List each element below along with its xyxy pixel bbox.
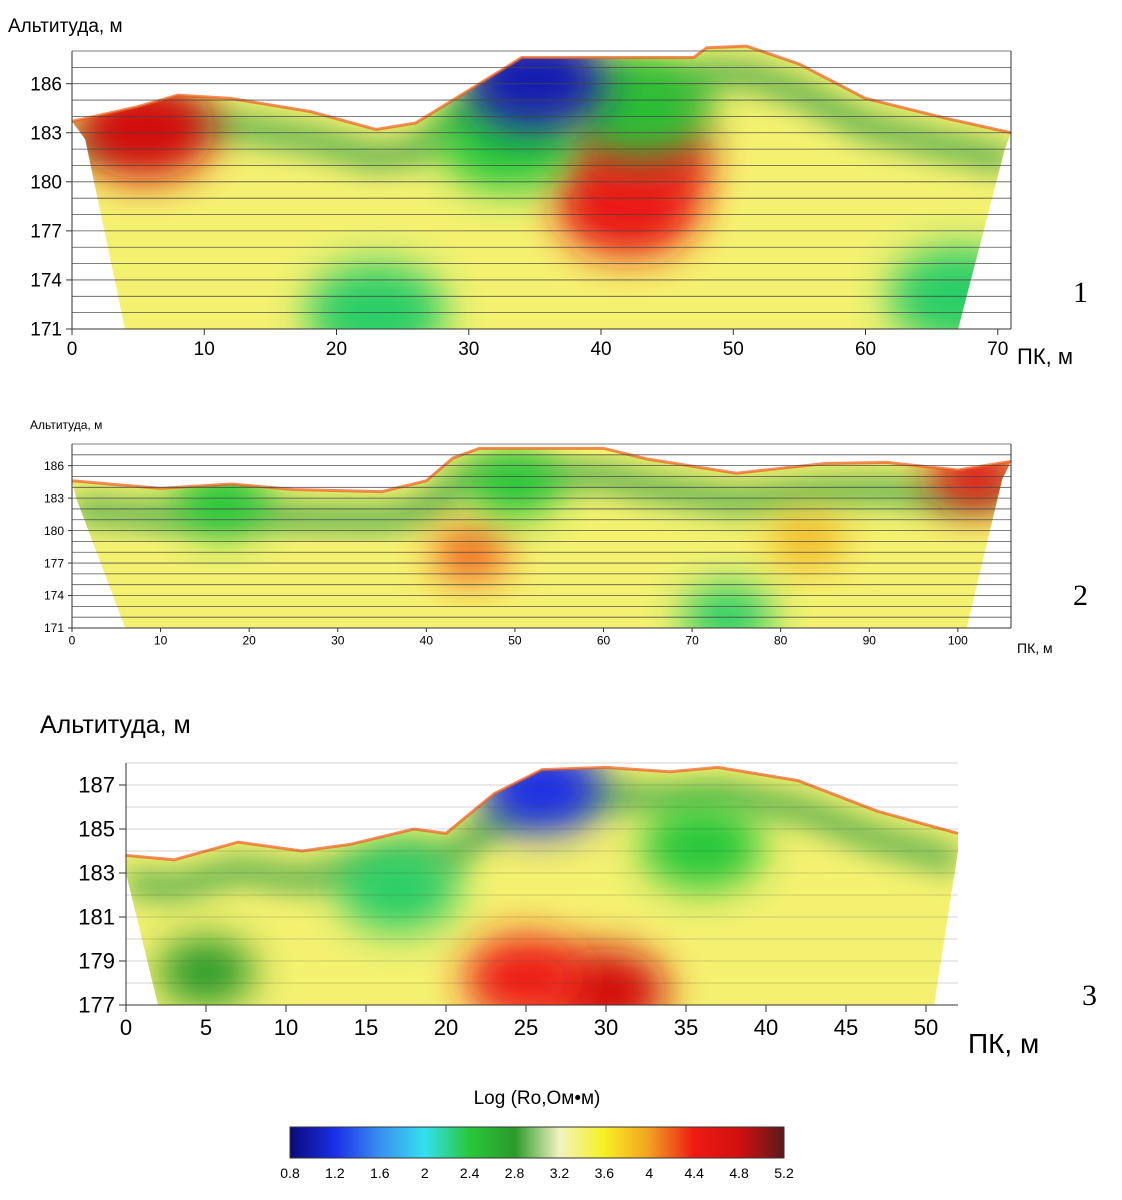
- x-tick-label: 30: [458, 339, 479, 360]
- colorbar: Log (Ro,Ом•м) 0.8 1.2 1.6 2 2.4 2.8 3.2 3.6 4 4.4…: [280, 1088, 794, 1181]
- x-tick-label: 15: [354, 1015, 378, 1040]
- colorbar-tick-label: 1.6: [370, 1165, 390, 1181]
- x-tick-label: 70: [685, 634, 699, 648]
- y-tick-label: 177: [78, 993, 115, 1018]
- x-tick-label: 40: [420, 634, 434, 648]
- profile-2-chart: 186 183 180 177 174 171 0 10 20 30 40 50 60 70 80 90 100…: [30, 418, 1088, 656]
- resistivity-anomaly: [641, 803, 763, 891]
- colorbar-ticks: 0.8 1.2 1.6 2 2.4 2.8 3.2 3.6 4 4.4 4.8 5.2: [280, 1165, 794, 1181]
- colorbar-tick-label: 1.2: [325, 1165, 345, 1181]
- colorbar-tick-label: 3.2: [550, 1165, 570, 1181]
- profile-2-axes: 186 183 180 177 174 171 0 10 20 30 40 50 60 70 80 90 100: [44, 444, 1012, 648]
- x-tick-label: 0: [69, 634, 76, 648]
- profile-3-y-axis-label: Альтитуда, м: [40, 711, 191, 739]
- profile-1-x-axis-label: ПК, м: [1017, 344, 1073, 369]
- colorbar-gradient: [289, 1126, 785, 1159]
- x-tick-label: 50: [914, 1015, 938, 1040]
- resistivity-anomaly: [433, 527, 508, 581]
- y-tick-label: 183: [30, 123, 62, 144]
- x-tick-label: 0: [67, 339, 78, 360]
- resistivity-anomaly: [481, 767, 603, 833]
- y-tick-label: 180: [30, 172, 62, 193]
- colorbar-tick-label: 2.4: [460, 1165, 480, 1181]
- x-tick-label: 60: [855, 339, 876, 360]
- x-tick-label: 20: [326, 339, 347, 360]
- profile-2-y-axis-label: Альтитуда, м: [30, 418, 102, 432]
- y-tick-label: 183: [78, 861, 115, 886]
- near-surface-band: [126, 782, 958, 901]
- y-tick-label: 183: [44, 491, 64, 505]
- x-tick-label: 20: [242, 634, 256, 648]
- x-tick-label: 90: [863, 634, 877, 648]
- colorbar-tick-label: 4.4: [684, 1165, 704, 1181]
- x-tick-label: 30: [331, 634, 345, 648]
- resistivity-anomaly: [74, 79, 215, 180]
- y-tick-label: 185: [78, 817, 115, 842]
- y-tick-label: 187: [78, 773, 115, 798]
- x-tick-label: 0: [120, 1015, 132, 1040]
- colorbar-tick-label: 3.6: [595, 1165, 615, 1181]
- y-tick-label: 174: [30, 271, 62, 292]
- y-tick-label: 181: [78, 905, 115, 930]
- y-tick-label: 177: [30, 222, 62, 243]
- resistivity-anomaly: [337, 844, 459, 932]
- profile-2-x-axis-label: ПК, м: [1017, 640, 1053, 656]
- x-tick-label: 20: [434, 1015, 458, 1040]
- x-tick-label: 50: [723, 339, 744, 360]
- x-tick-label: 30: [594, 1015, 618, 1040]
- x-tick-label: 10: [194, 339, 215, 360]
- resistivity-anomaly: [468, 450, 562, 518]
- resistivity-anomaly: [570, 58, 711, 159]
- profile-3-section: [125, 765, 959, 1005]
- y-tick-label: 180: [44, 524, 64, 538]
- x-tick-label: 80: [774, 634, 788, 648]
- colorbar-tick-label: 2: [421, 1165, 429, 1181]
- y-tick-label: 171: [44, 621, 64, 635]
- x-tick-label: 10: [154, 634, 168, 648]
- colorbar-tick-label: 0.8: [280, 1165, 300, 1181]
- x-tick-label: 60: [597, 634, 611, 648]
- colorbar-tick-label: 4.8: [729, 1165, 749, 1181]
- y-tick-label: 171: [30, 320, 62, 341]
- x-tick-label: 5: [200, 1015, 212, 1040]
- x-tick-label: 40: [754, 1015, 778, 1040]
- colorbar-tick-label: 2.8: [505, 1165, 525, 1181]
- profile-1-number: 1: [1073, 276, 1088, 309]
- resistivity-anomaly: [157, 937, 255, 1005]
- resistivity-anomaly: [176, 469, 269, 536]
- x-tick-label: 10: [274, 1015, 298, 1040]
- y-tick-label: 186: [44, 459, 64, 473]
- y-tick-label: 177: [44, 556, 64, 570]
- surface-line: [71, 446, 1012, 494]
- x-tick-label: 100: [948, 634, 968, 648]
- y-tick-label: 174: [44, 589, 64, 603]
- colorbar-title: Log (Ro,Ом•м): [474, 1088, 601, 1109]
- colorbar-tick-label: 5.2: [774, 1165, 794, 1181]
- y-tick-label: 186: [30, 74, 62, 95]
- profile-3-number: 3: [1082, 979, 1097, 1012]
- y-tick-label: 179: [78, 949, 115, 974]
- x-tick-label: 40: [590, 339, 611, 360]
- surface-line: [125, 765, 959, 862]
- x-tick-label: 35: [674, 1015, 698, 1040]
- x-tick-label: 25: [514, 1015, 538, 1040]
- profile-1-y-axis-label: Альтитуда, м: [8, 16, 123, 37]
- profile-3-x-axis-label: ПК, м: [968, 1028, 1039, 1059]
- x-tick-label: 45: [834, 1015, 858, 1040]
- profile-2-section: [71, 446, 1012, 628]
- profile-3-grid: [126, 762, 958, 1006]
- x-tick-label: 70: [987, 339, 1008, 360]
- x-tick-label: 50: [508, 634, 522, 648]
- surface-line: [71, 44, 1012, 135]
- colorbar-tick-label: 4: [645, 1165, 653, 1181]
- resistivity-anomaly: [465, 935, 587, 1005]
- profile-2-number: 2: [1073, 579, 1088, 612]
